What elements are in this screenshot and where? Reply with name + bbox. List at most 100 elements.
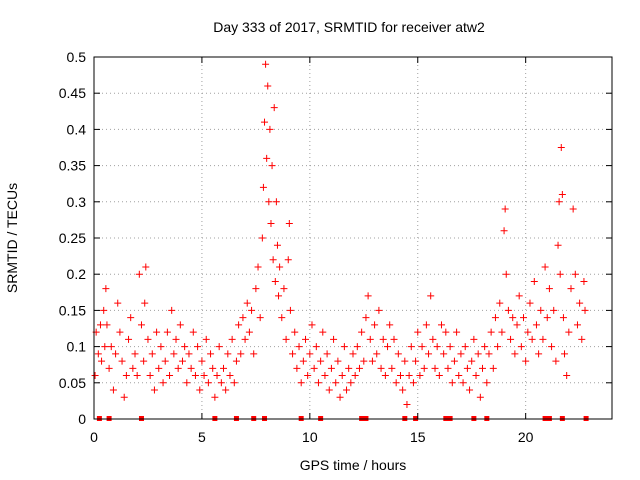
data-point: [198, 357, 206, 365]
data-point: [306, 350, 314, 358]
data-point: [345, 364, 353, 372]
data-point: [535, 350, 543, 358]
data-point: [409, 379, 417, 387]
data-point: [343, 386, 351, 394]
data-point: [541, 263, 549, 271]
data-point: [476, 393, 484, 401]
data-point: [282, 335, 290, 343]
data-point: [405, 372, 413, 380]
data-point: [243, 299, 251, 307]
data-point: [265, 198, 273, 206]
data-point: [524, 328, 532, 336]
data-point: [425, 350, 433, 358]
data-point: [422, 321, 430, 329]
data-point: [461, 343, 469, 351]
data-point: [581, 306, 589, 314]
data-point: [91, 372, 99, 380]
data-point: [565, 328, 573, 336]
data-point: [191, 372, 199, 380]
data-point: [399, 386, 407, 394]
data-point: [561, 350, 569, 358]
data-point: [347, 379, 355, 387]
data-point: [362, 314, 370, 322]
data-point: [224, 350, 232, 358]
data-point: [102, 285, 110, 293]
data-point: [302, 335, 310, 343]
data-points: [91, 60, 589, 409]
data-point: [336, 393, 344, 401]
data-point: [105, 364, 113, 372]
data-point: [155, 364, 163, 372]
data-point: [181, 343, 189, 351]
data-point: [250, 350, 258, 358]
data-point: [332, 379, 340, 387]
data-point: [325, 386, 333, 394]
data-point: [133, 372, 141, 380]
data-point: [187, 364, 195, 372]
data-point: [384, 343, 392, 351]
data-point: [435, 372, 443, 380]
data-point: [232, 357, 240, 365]
data-point: [241, 335, 249, 343]
data-point: [483, 379, 491, 387]
data-point: [455, 372, 463, 380]
y-tick-label: 0.1: [67, 339, 87, 355]
y-tick-label: 0.05: [59, 375, 86, 391]
data-point: [517, 343, 525, 351]
data-point: [580, 277, 588, 285]
data-point: [548, 343, 556, 351]
data-point: [137, 321, 145, 329]
data-point: [555, 198, 563, 206]
data-point: [377, 364, 385, 372]
data-point: [552, 357, 560, 365]
data-point: [340, 343, 348, 351]
data-point: [267, 220, 275, 228]
data-point: [204, 379, 212, 387]
data-point: [379, 335, 387, 343]
data-point: [174, 364, 182, 372]
data-point: [291, 328, 299, 336]
data-point: [217, 379, 225, 387]
data-point: [396, 372, 404, 380]
data-point: [327, 364, 335, 372]
data-point: [351, 372, 359, 380]
data-point: [161, 357, 169, 365]
y-tick-label: 0.15: [59, 302, 86, 318]
data-point: [491, 314, 499, 322]
data-point: [554, 241, 562, 249]
data-point: [230, 379, 238, 387]
data-point: [330, 335, 338, 343]
data-point: [286, 306, 294, 314]
data-point: [168, 306, 176, 314]
data-point: [526, 299, 534, 307]
data-point: [321, 372, 329, 380]
data-point: [226, 372, 234, 380]
data-point: [502, 270, 510, 278]
data-point: [220, 364, 227, 372]
data-point: [373, 350, 381, 358]
data-point: [189, 328, 197, 336]
data-point: [528, 335, 536, 343]
data-point: [144, 335, 152, 343]
data-point: [109, 386, 117, 394]
data-point: [573, 321, 581, 329]
data-point: [466, 386, 474, 394]
data-point: [509, 314, 517, 322]
data-point: [278, 314, 286, 322]
data-point: [304, 372, 312, 380]
data-point: [501, 205, 509, 213]
data-point: [556, 270, 564, 278]
data-point: [127, 314, 135, 322]
data-point: [196, 386, 204, 394]
data-point: [323, 350, 331, 358]
data-point: [228, 335, 236, 343]
data-point: [446, 343, 454, 351]
data-point: [530, 277, 538, 285]
data-point: [269, 256, 277, 264]
data-point: [150, 386, 158, 394]
y-tick-label: 0.25: [59, 230, 86, 246]
data-point: [472, 372, 480, 380]
data-point: [557, 144, 565, 151]
data-point: [256, 314, 264, 322]
data-point: [355, 364, 363, 372]
